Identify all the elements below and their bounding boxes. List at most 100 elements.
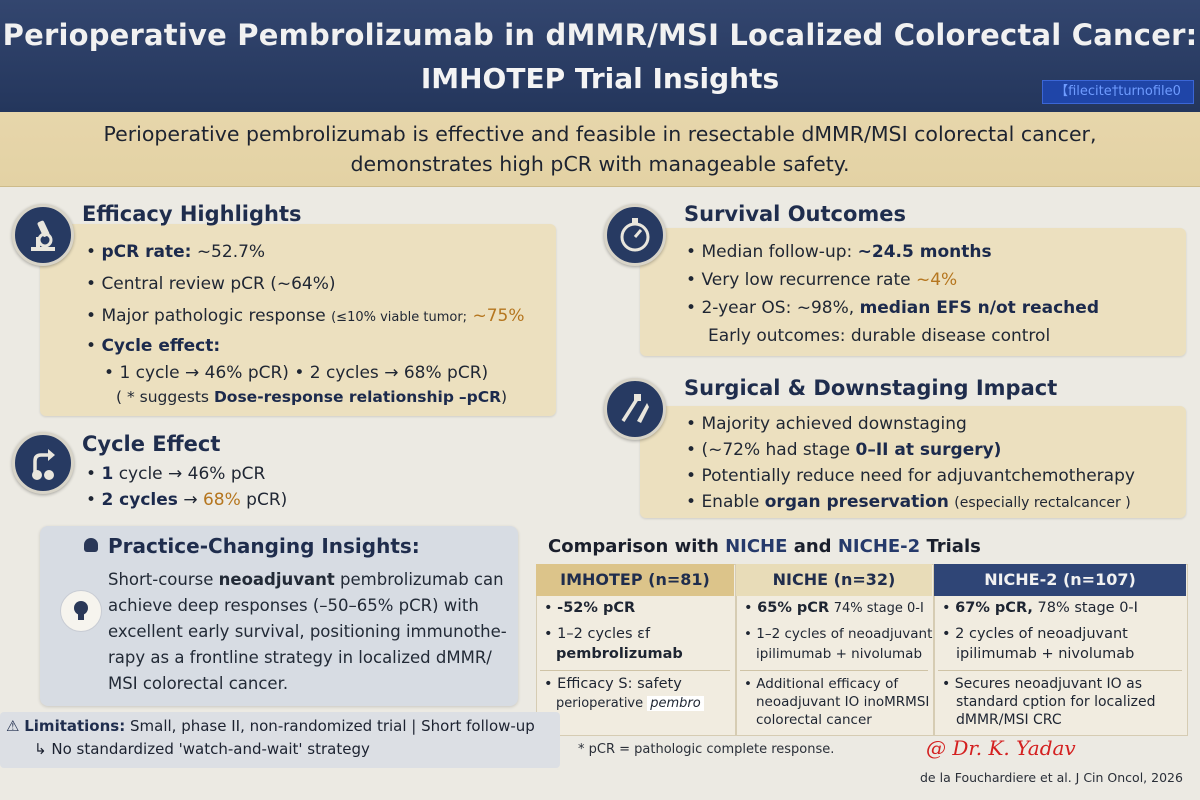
stopwatch-icon: [604, 204, 666, 266]
c2-value: 68%: [202, 490, 241, 510]
limitations-line2: ↳ No standardized 'watch-and-wait' strat…: [34, 740, 370, 758]
cite-tag: 【filecite†turnofile0: [1042, 80, 1194, 104]
page-title-line2: IMHOTEP Trial Insights: [420, 62, 780, 95]
recurrence-label: Very low recurrence rate: [701, 270, 911, 290]
cycle-effect-title: Cycle Effect: [82, 432, 221, 456]
limitations-label: Limitations:: [24, 717, 126, 735]
survival-card: [640, 228, 1186, 356]
scalpel-icon: [604, 378, 666, 440]
imhotep-r3a: • Efficacy S: safety: [544, 676, 682, 692]
pcr-footnote: * pCR = pathologic complete response.: [578, 742, 835, 757]
surgical-l2-prefix: (~72% had stage: [701, 440, 851, 460]
comparison-title-prefix: Comparison with: [548, 536, 719, 557]
niche-r3b: neoadjuvant IO inoMRMSI: [756, 694, 930, 710]
page-title-line1: Perioperative Pembrolizumab in dMMR/MSI …: [2, 18, 1198, 52]
dose-prefix: ( * suggests: [116, 388, 209, 406]
lightbulb-icon: [60, 590, 102, 632]
header-imhotep: IMHOTEP (n=81): [536, 564, 734, 596]
niche-r3a: • Additional efficacy of: [744, 676, 899, 692]
surgical-l4-note: (especially rectalcancer ): [954, 495, 1131, 511]
insights-line2: achieve deep responses (–50–65% pCR) wit…: [108, 596, 479, 615]
efficacy-pcr: • pCR rate: ~52.7%: [86, 242, 266, 262]
c1-text: cycle → 46% pCR: [118, 464, 266, 484]
comparison-title-and: and: [793, 536, 832, 557]
dose-suffix: –pCR: [458, 388, 502, 406]
surgical-l4-bold: organ preservation: [764, 492, 949, 512]
surgical-l1: • Majority achieved downstaging: [686, 414, 967, 434]
surgical-l4: • Enable organ preservation (especially …: [686, 492, 1131, 512]
insights-card: [40, 526, 518, 706]
niche-r1-rest: 74% stage 0-I: [833, 601, 924, 616]
summary-line1: Perioperative pembrolizumab is effective…: [103, 122, 1097, 146]
surgical-l2-bold: 0–II at surgery): [855, 440, 1002, 460]
niche-r2a: • 1–2 cycles of neoadjuvant: [744, 626, 933, 642]
summary-band: [0, 112, 1200, 187]
return-arrow-icon: ↳: [34, 740, 47, 758]
microscope-icon: [12, 204, 74, 266]
c2-bold: 2 cycles: [101, 490, 178, 510]
c1-bold: 1: [101, 464, 114, 484]
header-niche: NICHE (n=32): [736, 564, 932, 596]
followup-value: ~24.5 months: [857, 242, 992, 262]
niche2-r1: • 67% pCR, 78% stage 0-I: [942, 600, 1138, 616]
niche-r1-bold: 65% pCR: [757, 600, 830, 616]
surgical-l4-prefix: Enable: [701, 492, 760, 512]
dose-bold: Dose-response relationship: [213, 388, 454, 406]
imhotep-r2b: pembrolizumab: [556, 646, 683, 662]
niche-divider: [740, 670, 928, 671]
efficacy-central: • Central review pCR (~64%): [86, 274, 336, 294]
imhotep-r3a-text: Efficacy S: safety: [557, 676, 682, 692]
niche2-r2a-text: 2 cycles of neoadjuvant: [955, 626, 1128, 642]
pcr-value: ~52.7%: [196, 242, 266, 262]
niche2-r1-bold: 67% pCR,: [955, 600, 1033, 616]
warning-icon: ⚠: [6, 717, 20, 735]
central-review-text: Central review pCR (~64%): [101, 274, 336, 294]
os-bold: median EFS n/ot reached: [859, 298, 1099, 318]
followup-label: Median follow-up:: [701, 242, 853, 262]
mpr-note: (≤10% viable tumor;: [331, 310, 468, 325]
niche-r3a-text: Additional efficacy of: [756, 676, 899, 692]
niche2-r3a-text: Secures neoadjuvant IO as: [954, 676, 1143, 692]
efficacy-dose: ( * suggests Dose-response relationship …: [116, 388, 507, 406]
niche2-r3a: • Secures neoadjuvant IO as: [942, 676, 1143, 692]
efficacy-cycle-line: • 1 cycle → 46% pCR) • 2 cycles → 68% pC…: [104, 363, 489, 383]
efficacy-title: Efficacy Highlights: [82, 202, 302, 226]
branch-arrow-icon: [12, 432, 74, 494]
surgical-l3-text: Potentially reduce need for adjuvantchem…: [701, 466, 1135, 486]
niche-r1: • 65% pCR 74% stage 0-I: [744, 600, 924, 616]
cycle-line-text: 1 cycle → 46% pCR) • 2 cycles → 68% pCR): [119, 363, 489, 383]
comparison-title-niche: NICHE: [725, 536, 788, 557]
survival-os: • 2-year OS: ~98%, median EFS n/ot reach…: [686, 298, 1099, 318]
efficacy-cycle: • Cycle effect:: [86, 336, 221, 356]
survival-followup: • Median follow-up: ~24.5 months: [686, 242, 992, 262]
mpr-value: ~75%: [472, 306, 525, 326]
cycle-effect-1: • 1 cycle → 46% pCR: [86, 464, 266, 484]
header-niche2: NICHE-2 (n=107): [934, 564, 1186, 596]
niche2-r2a: • 2 cycles of neoadjuvant: [942, 626, 1128, 642]
comparison-title: Comparison with NICHE and NICHE-2 Trials: [548, 536, 981, 557]
os-label: 2-year OS: ~98%,: [701, 298, 855, 318]
niche2-r2b: ipilimumab + nivolumab: [956, 646, 1135, 662]
insights-bold-word: neoadjuvant: [218, 570, 335, 589]
niche-r3c: colorectal cancer: [756, 712, 872, 728]
limitations-line2-text: No standardized 'watch-and-wait' strateg…: [51, 740, 370, 758]
surgical-title: Surgical & Downstaging Impact: [684, 376, 1058, 400]
surgical-l3: • Potentially reduce need for adjuvantch…: [686, 466, 1135, 486]
reference-citation: de la Fouchardiere et al. J Cin Oncol, 2…: [920, 770, 1183, 785]
limitations-text: Small, phase II, non-randomized trial | …: [130, 717, 535, 735]
comparison-title-suffix: Trials: [926, 536, 981, 557]
surgical-l2: • (~72% had stage 0–II at surgery): [686, 440, 1002, 460]
summary-line2: demonstrates high pCR with manageable sa…: [350, 152, 850, 176]
c2-suffix: pCR): [246, 490, 288, 510]
header-bar: [0, 0, 1200, 112]
imhotep-r2a-text: 1–2 cycles εf: [557, 626, 651, 642]
mpr-label: Major pathologic response: [101, 306, 326, 326]
insights-line1: Short-course neoadjuvant pembrolizumab c…: [108, 570, 504, 589]
insights-line5: MSI colorectal cancer.: [108, 674, 289, 693]
imhotep-r1-bold: -52% pCR: [557, 600, 636, 616]
comparison-title-niche2: NICHE-2: [837, 536, 921, 557]
niche-r2b: ipilimumab + nivolumab: [756, 646, 923, 662]
niche2-r3c: dMMR/MSI CRC: [956, 712, 1062, 728]
signature: @ Dr. K. Yadav: [926, 736, 1076, 760]
warning-home-icon: [84, 538, 98, 552]
